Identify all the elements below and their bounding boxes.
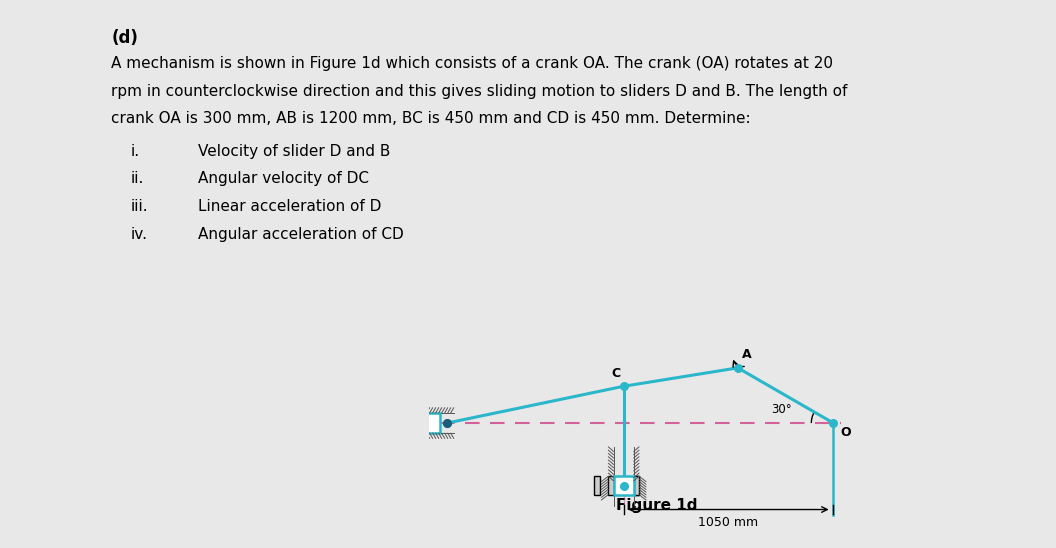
Text: 1050 mm: 1050 mm <box>698 516 758 529</box>
Text: 30°: 30° <box>771 403 792 416</box>
Text: Figure 1d: Figure 1d <box>617 498 698 513</box>
Bar <box>614 476 634 495</box>
Text: iii.: iii. <box>131 199 148 214</box>
Text: O: O <box>840 426 851 439</box>
Text: A mechanism is shown in Figure 1d which consists of a crank OA. The crank (OA) r: A mechanism is shown in Figure 1d which … <box>111 56 833 71</box>
Bar <box>417 413 439 433</box>
Text: ii.: ii. <box>131 172 144 186</box>
Text: Angular velocity of DC: Angular velocity of DC <box>199 172 370 186</box>
Bar <box>412 403 417 443</box>
Text: rpm in counterclockwise direction and this gives sliding motion to sliders D and: rpm in counterclockwise direction and th… <box>111 83 848 99</box>
Text: D: D <box>630 477 641 490</box>
Bar <box>634 476 639 495</box>
Bar <box>595 476 600 495</box>
Text: (d): (d) <box>111 30 138 47</box>
Text: i.: i. <box>131 144 139 158</box>
Text: Velocity of slider D and B: Velocity of slider D and B <box>199 144 391 158</box>
Text: B: B <box>430 415 439 428</box>
Text: A: A <box>741 348 751 361</box>
Text: iv.: iv. <box>131 227 148 242</box>
Text: Angular acceleration of CD: Angular acceleration of CD <box>199 227 404 242</box>
Bar <box>608 476 614 495</box>
Text: Linear acceleration of D: Linear acceleration of D <box>199 199 381 214</box>
Bar <box>634 476 639 495</box>
Text: C: C <box>610 367 620 380</box>
Text: crank OA is 300 mm, AB is 1200 mm, BC is 450 mm and CD is 450 mm. Determine:: crank OA is 300 mm, AB is 1200 mm, BC is… <box>111 111 751 127</box>
